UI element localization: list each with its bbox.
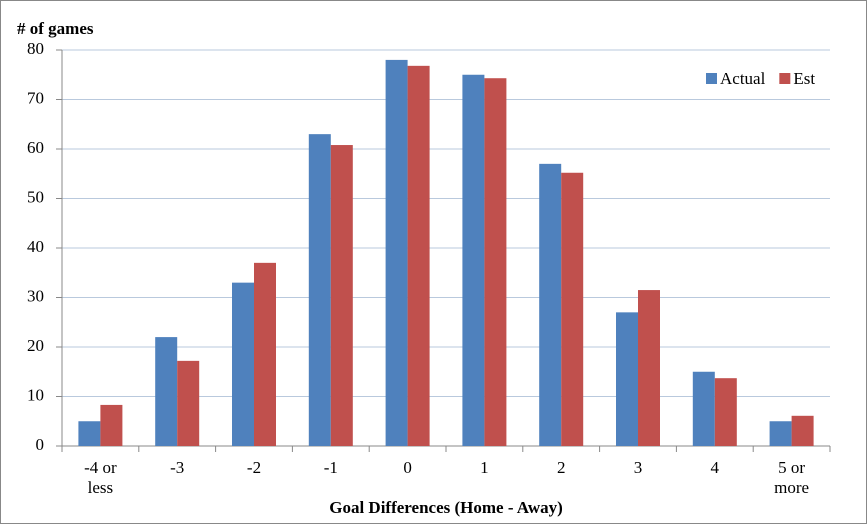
bar bbox=[232, 282, 254, 446]
y-tick-label: 50 bbox=[27, 187, 44, 206]
bar bbox=[155, 337, 178, 446]
bar bbox=[561, 172, 584, 446]
bar bbox=[791, 415, 814, 446]
x-tick-label: 4 bbox=[710, 458, 720, 477]
y-axis-title: # of games bbox=[17, 19, 94, 38]
bar bbox=[539, 163, 562, 446]
bar bbox=[692, 371, 715, 446]
x-tick-label: 2 bbox=[556, 458, 566, 477]
y-tick-label: 30 bbox=[27, 286, 44, 305]
legend-label: Actual bbox=[720, 69, 766, 88]
x-tick-label: -3 bbox=[170, 458, 185, 477]
bar bbox=[330, 145, 353, 447]
bar bbox=[484, 78, 507, 446]
x-tick-label: 0 bbox=[403, 458, 412, 477]
bar bbox=[714, 378, 737, 446]
y-tick-label: 70 bbox=[27, 88, 44, 107]
y-tick-label: 20 bbox=[27, 336, 44, 355]
bar bbox=[769, 421, 792, 446]
legend-swatch bbox=[779, 73, 791, 84]
bar bbox=[462, 74, 485, 446]
legend-label: Est bbox=[793, 69, 815, 88]
bar bbox=[638, 290, 660, 446]
bar bbox=[254, 262, 276, 446]
bar bbox=[308, 134, 331, 446]
y-tick-label: 0 bbox=[36, 435, 45, 454]
y-tick-label: 10 bbox=[27, 385, 44, 404]
y-tick-label: 80 bbox=[27, 39, 44, 58]
y-tick-label: 60 bbox=[27, 138, 44, 157]
bar bbox=[100, 404, 123, 446]
bar bbox=[177, 360, 200, 446]
x-tick-label: -1 bbox=[323, 458, 338, 477]
x-tick-label: 3 bbox=[633, 458, 643, 477]
bar bbox=[407, 65, 430, 446]
x-tick-label: -2 bbox=[246, 458, 262, 477]
bar bbox=[616, 312, 638, 446]
x-tick-label: 5 or more bbox=[774, 458, 810, 497]
x-tick-label: 1 bbox=[480, 458, 489, 477]
x-tick-label: -4 or less bbox=[84, 458, 117, 497]
legend-swatch bbox=[706, 73, 717, 84]
y-tick-label: 40 bbox=[27, 237, 44, 256]
x-axis-title: Goal Differences (Home - Away) bbox=[329, 498, 563, 517]
bar bbox=[78, 421, 101, 446]
bar bbox=[385, 59, 408, 447]
